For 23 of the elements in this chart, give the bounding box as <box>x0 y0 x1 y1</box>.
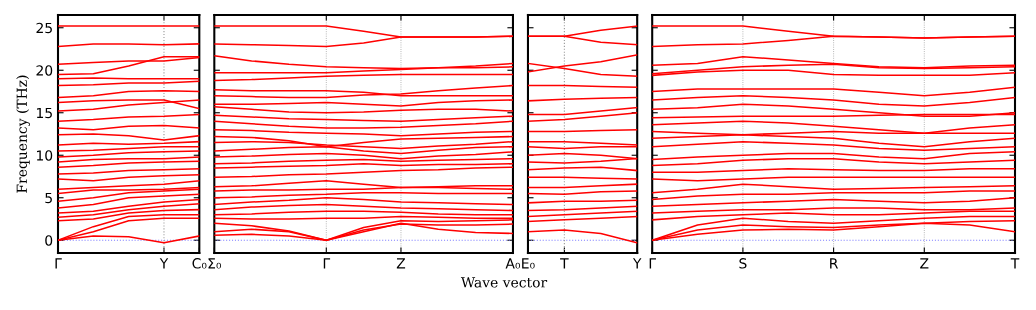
x-tick-label: C₀ <box>192 258 207 269</box>
x-tick-label: A₀ <box>505 258 521 269</box>
x-tick-label: T <box>560 258 569 269</box>
y-axis-title: Frequency (THz) <box>16 75 30 193</box>
y-tick-label: 10 <box>36 150 53 161</box>
x-tick-label: Γ <box>323 258 331 269</box>
y-tick-label: 5 <box>45 192 52 204</box>
y-tick-label: 15 <box>36 107 52 119</box>
x-tick-label: Γ <box>55 258 62 269</box>
x-tick-label: Σ₀ <box>208 258 221 269</box>
x-axis-title: Wave vector <box>460 277 548 288</box>
x-tick-label: E₀ <box>522 258 535 269</box>
x-tick-label: Y <box>632 258 642 269</box>
y-tick-label: 20 <box>36 65 53 76</box>
y-tick-label: 25 <box>36 22 52 34</box>
x-tick-label: Z <box>920 258 929 269</box>
y-tick-label: 0 <box>45 235 53 246</box>
x-tick-label: Z <box>396 258 406 269</box>
x-tick-label: S <box>739 258 747 269</box>
x-tick-label: Γ <box>649 258 656 269</box>
x-tick-label: T <box>1010 258 1020 269</box>
x-tick-label: Y <box>159 258 169 269</box>
x-tick-label: R <box>830 258 839 269</box>
